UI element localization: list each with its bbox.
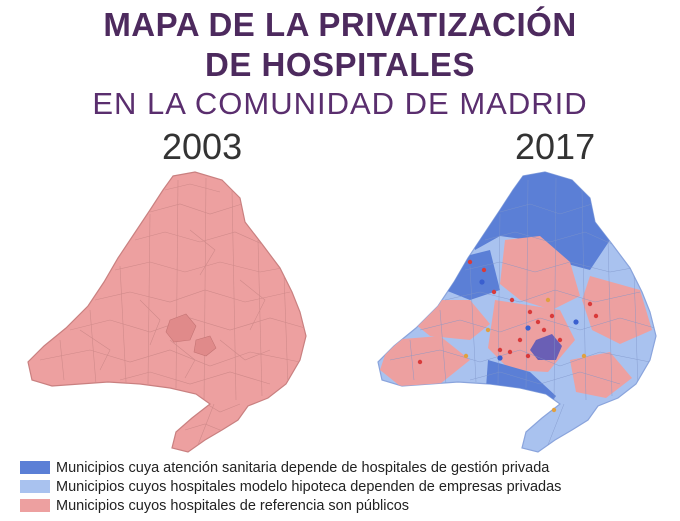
title-line-3: EN LA COMUNIDAD DE MADRID (92, 86, 588, 121)
legend-swatch-mortgage (20, 480, 50, 493)
hospital-marker (581, 353, 587, 359)
hospital-markers-2017 (417, 259, 599, 413)
legend-label-private: Municipios cuya atención sanitaria depen… (56, 459, 550, 476)
hospital-marker (497, 347, 503, 353)
legend-label-mortgage: Municipios cuyos hospitales modelo hipot… (56, 478, 562, 495)
hospital-marker (481, 267, 487, 273)
zone-private-west (445, 250, 500, 300)
hospital-marker (491, 289, 497, 295)
madrid-capital-2003 (165, 313, 197, 343)
hospital-marker (549, 313, 555, 319)
municipal-borders-2003 (39, 177, 306, 451)
hospital-marker (557, 337, 563, 343)
madrid-map-2003 (27, 171, 307, 453)
hospital-marker (545, 297, 551, 303)
hospital-marker (507, 349, 513, 355)
hospital-marker (467, 259, 473, 265)
hospital-marker (497, 355, 503, 361)
year-label-2017: 2017 (515, 126, 596, 167)
hospital-marker (485, 327, 491, 333)
hospital-marker (517, 337, 523, 343)
hospital-marker (463, 353, 469, 359)
hospital-marker (417, 359, 423, 365)
hospital-marker (541, 327, 547, 333)
legend-item-public: Municipios cuyos hospitales de referenci… (20, 496, 670, 515)
legend-item-private: Municipios cuya atención sanitaria depen… (20, 458, 670, 477)
title-line-2: DE HOSPITALES (205, 46, 475, 83)
hospital-marker (573, 319, 579, 325)
hospital-marker (509, 297, 515, 303)
hospital-marker (527, 309, 533, 315)
legend-item-mortgage: Municipios cuyos hospitales modelo hipot… (20, 477, 670, 496)
region-2003-outline (27, 171, 307, 453)
legend: Municipios cuya atención sanitaria depen… (20, 458, 670, 515)
hospital-marker (479, 279, 485, 285)
hospital-marker (535, 319, 541, 325)
legend-swatch-public (20, 499, 50, 512)
hospital-marker (525, 353, 531, 359)
zone-public-southwest (380, 336, 470, 386)
madrid-map-2017 (377, 171, 657, 453)
legend-swatch-private (20, 461, 50, 474)
south-cluster-2003 (193, 335, 217, 357)
hospital-marker (525, 325, 531, 331)
year-label-2003: 2003 (162, 126, 243, 167)
legend-label-public: Municipios cuyos hospitales de referenci… (56, 497, 410, 514)
title-line-1: MAPA DE LA PRIVATIZACIÓN (103, 6, 577, 43)
hospital-marker (587, 301, 593, 307)
madrid-capital-2017 (530, 334, 562, 360)
hospital-marker (593, 313, 599, 319)
hospital-marker (551, 407, 557, 413)
municipal-borders-2017 (389, 177, 656, 451)
